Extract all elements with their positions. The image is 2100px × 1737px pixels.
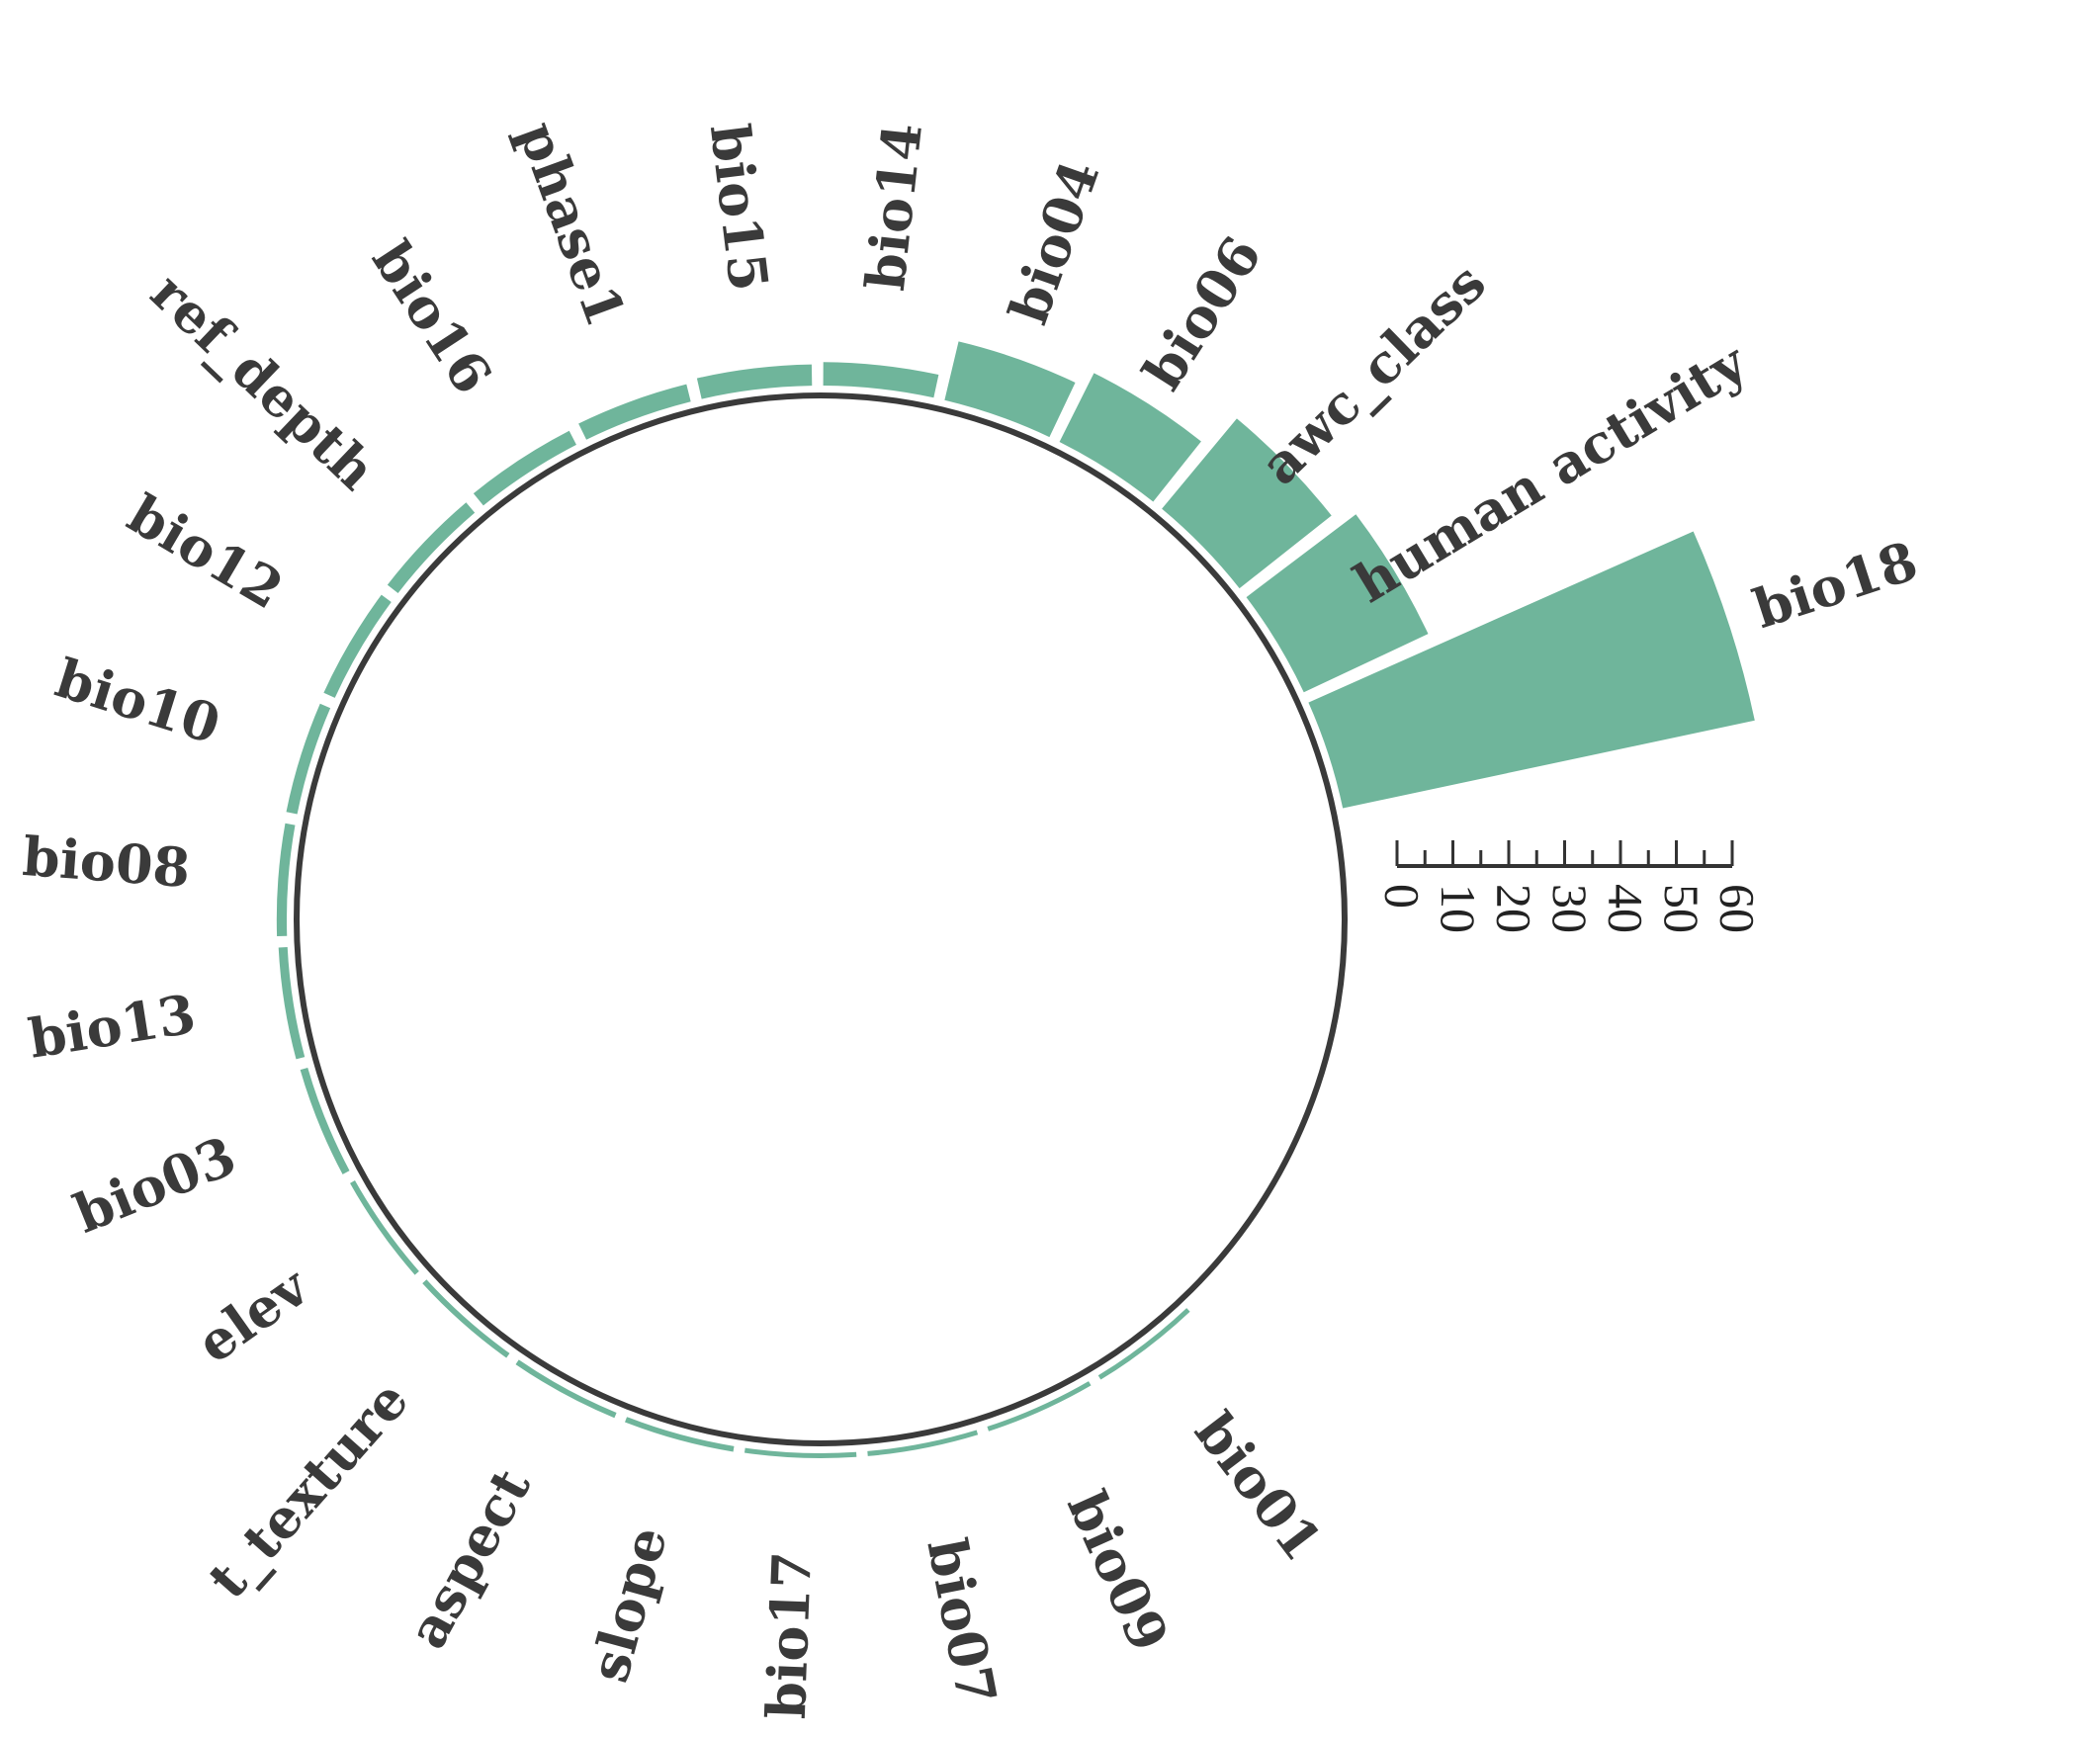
- label-awc-class: awc_class: [1248, 251, 1498, 497]
- bar-phase1: [578, 384, 691, 440]
- bar-bio09: [987, 1381, 1092, 1432]
- bar-t-texture: [422, 1279, 510, 1358]
- bar-bio03: [300, 1067, 350, 1174]
- scale-tick-label: 60: [1710, 884, 1766, 933]
- bar-elev: [350, 1180, 419, 1275]
- label-ref-depth: ref_depth: [138, 260, 388, 502]
- label-bio17: bio17: [754, 1550, 824, 1720]
- scale-tick-label: 0: [1375, 884, 1431, 909]
- label-bio06: bio06: [1130, 225, 1273, 400]
- bar-bio18: [1308, 531, 1755, 809]
- label-elev: elev: [186, 1254, 321, 1375]
- scale-tick-label: 40: [1599, 884, 1654, 933]
- label-t-texture: t_texture: [196, 1368, 420, 1610]
- label-bio09: bio09: [1055, 1482, 1181, 1661]
- bar-bio06: [1059, 373, 1201, 502]
- bar-slope: [625, 1417, 735, 1452]
- label-bio08: bio08: [21, 825, 193, 900]
- bar-bio12: [323, 594, 392, 698]
- bar-human-activity: [1246, 514, 1429, 693]
- bar-aspect: [515, 1359, 617, 1419]
- label-bio18: bio18: [1746, 529, 1925, 641]
- label-slope: slope: [577, 1520, 680, 1689]
- bar-bio10: [286, 703, 331, 815]
- bar-bio04: [944, 341, 1076, 438]
- label-bio13: bio13: [25, 982, 200, 1071]
- label-bio01: bio01: [1182, 1401, 1335, 1573]
- bars-group: [276, 341, 1755, 1458]
- label-phase1: phase1: [506, 114, 639, 334]
- bar-bio01: [1097, 1308, 1190, 1380]
- bar-bio07: [867, 1430, 979, 1456]
- label-bio15: bio15: [698, 121, 781, 295]
- bar-bio17: [744, 1447, 857, 1458]
- bar-bio14: [823, 362, 939, 398]
- scale-tick-label: 10: [1431, 884, 1486, 933]
- label-bio07: bio07: [916, 1533, 1009, 1710]
- inner-ring: [294, 392, 1348, 1446]
- label-bio10: bio10: [48, 646, 227, 756]
- value-scale: 0 10 20 30 40 50 60: [1375, 840, 1766, 933]
- bar-awc-class: [1162, 418, 1332, 589]
- label-bio14: bio14: [853, 120, 934, 293]
- scale-tick-label: 20: [1487, 884, 1542, 933]
- bar-bio16: [473, 430, 576, 506]
- label-bio03: bio03: [65, 1124, 244, 1246]
- bar-bio08: [276, 823, 296, 937]
- label-bio04: bio04: [997, 152, 1112, 331]
- scale-tick-label: 30: [1542, 884, 1598, 933]
- label-aspect: aspect: [395, 1458, 543, 1658]
- bar-ref-depth: [387, 502, 476, 593]
- label-bio12: bio12: [118, 481, 294, 621]
- bar-bio13: [278, 947, 306, 1060]
- bar-bio15: [696, 364, 813, 399]
- scale-tick-label: 50: [1654, 884, 1709, 933]
- label-bio16: bio16: [360, 229, 504, 404]
